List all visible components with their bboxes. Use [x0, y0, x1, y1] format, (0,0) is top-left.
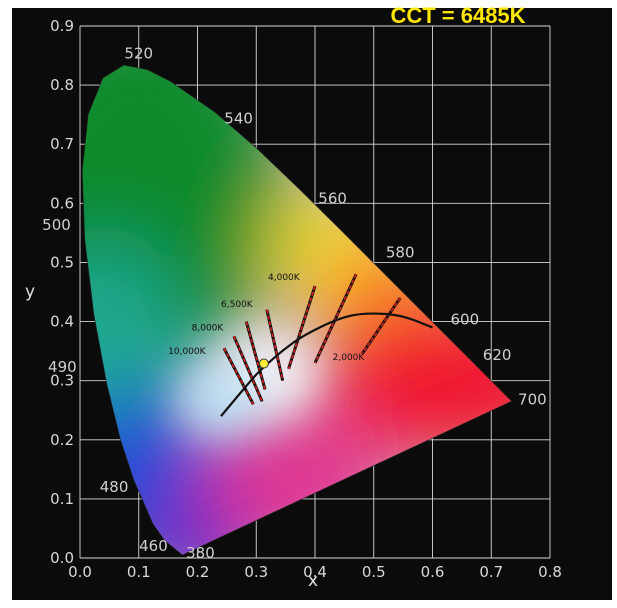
y-tick-label: 0.8	[50, 76, 74, 94]
x-tick-label: 0.7	[479, 563, 503, 581]
wavelength-label: 500	[42, 216, 71, 234]
isotherms	[222, 273, 402, 406]
y-tick-label: 0.2	[50, 431, 74, 449]
x-tick-label: 0.0	[68, 563, 92, 581]
y-tick-label: 0.0	[50, 549, 74, 567]
isotherm-label: 2,000K	[333, 353, 366, 363]
wavelength-label: 700	[518, 390, 547, 408]
y-tick-label: 0.6	[50, 194, 74, 212]
wavelength-label: 520	[124, 45, 153, 63]
cct-readout: CCT = 6485K	[390, 3, 525, 28]
y-tick-label: 0.9	[50, 17, 74, 35]
isotherm-line	[266, 309, 284, 381]
isotherm-line	[361, 297, 401, 355]
x-tick-label: 0.5	[362, 563, 386, 581]
y-tick-label: 0.4	[50, 313, 74, 331]
wavelength-label: 620	[483, 346, 512, 364]
isotherm-line	[314, 273, 357, 364]
isotherm-label: 8,000K	[192, 323, 225, 333]
y-tick-label: 0.7	[50, 135, 74, 153]
wavelength-label: 460	[139, 537, 168, 555]
x-tick-label: 0.6	[421, 563, 445, 581]
y-tick-label: 0.1	[50, 490, 74, 508]
y-tick-label: 0.5	[50, 253, 74, 271]
isotherm-labels: 10,000K 8,000K 6,500K 4,000K 2,000K	[168, 273, 365, 363]
isotherm-line	[223, 347, 255, 405]
isotherm-shadow	[232, 335, 264, 402]
x-tick-label: 0.2	[186, 563, 210, 581]
x-tick-label: 0.3	[244, 563, 268, 581]
measured-point-marker	[258, 358, 269, 369]
planckian-locus	[220, 312, 433, 417]
isotherm-shadow	[244, 321, 267, 390]
wavelength-label: 490	[48, 358, 77, 376]
red-region	[320, 300, 512, 461]
y-tick-label: 0.3	[50, 372, 74, 390]
wavelength-label: 380	[186, 544, 215, 562]
spectral-locus-outline	[81, 64, 513, 556]
wavelength-label: 580	[386, 244, 415, 262]
isotherm-label: 10,000K	[168, 347, 206, 357]
isotherm-line	[287, 285, 316, 370]
isotherm-label: 6,500K	[221, 300, 254, 310]
isotherm-label: 4,000K	[268, 273, 301, 283]
lightblue-region	[176, 358, 266, 439]
y-axis-label: y	[25, 282, 35, 302]
axis-ticks: 0.0 0.1 0.2 0.3 0.4 0.5 0.6 0.7 0.8 0.0 0.1 0.2 0.3 0…	[50, 17, 562, 581]
wavelength-label: 480	[100, 478, 129, 496]
x-tick-label: 0.1	[127, 563, 151, 581]
x-axis-label: x	[308, 571, 318, 591]
x-tick-label: 0.8	[538, 563, 562, 581]
wavelength-label: 540	[224, 110, 253, 128]
wavelength-label: 560	[318, 189, 347, 207]
x-tick-label: 0.4	[303, 563, 327, 581]
wavelength-label: 600	[450, 311, 479, 329]
